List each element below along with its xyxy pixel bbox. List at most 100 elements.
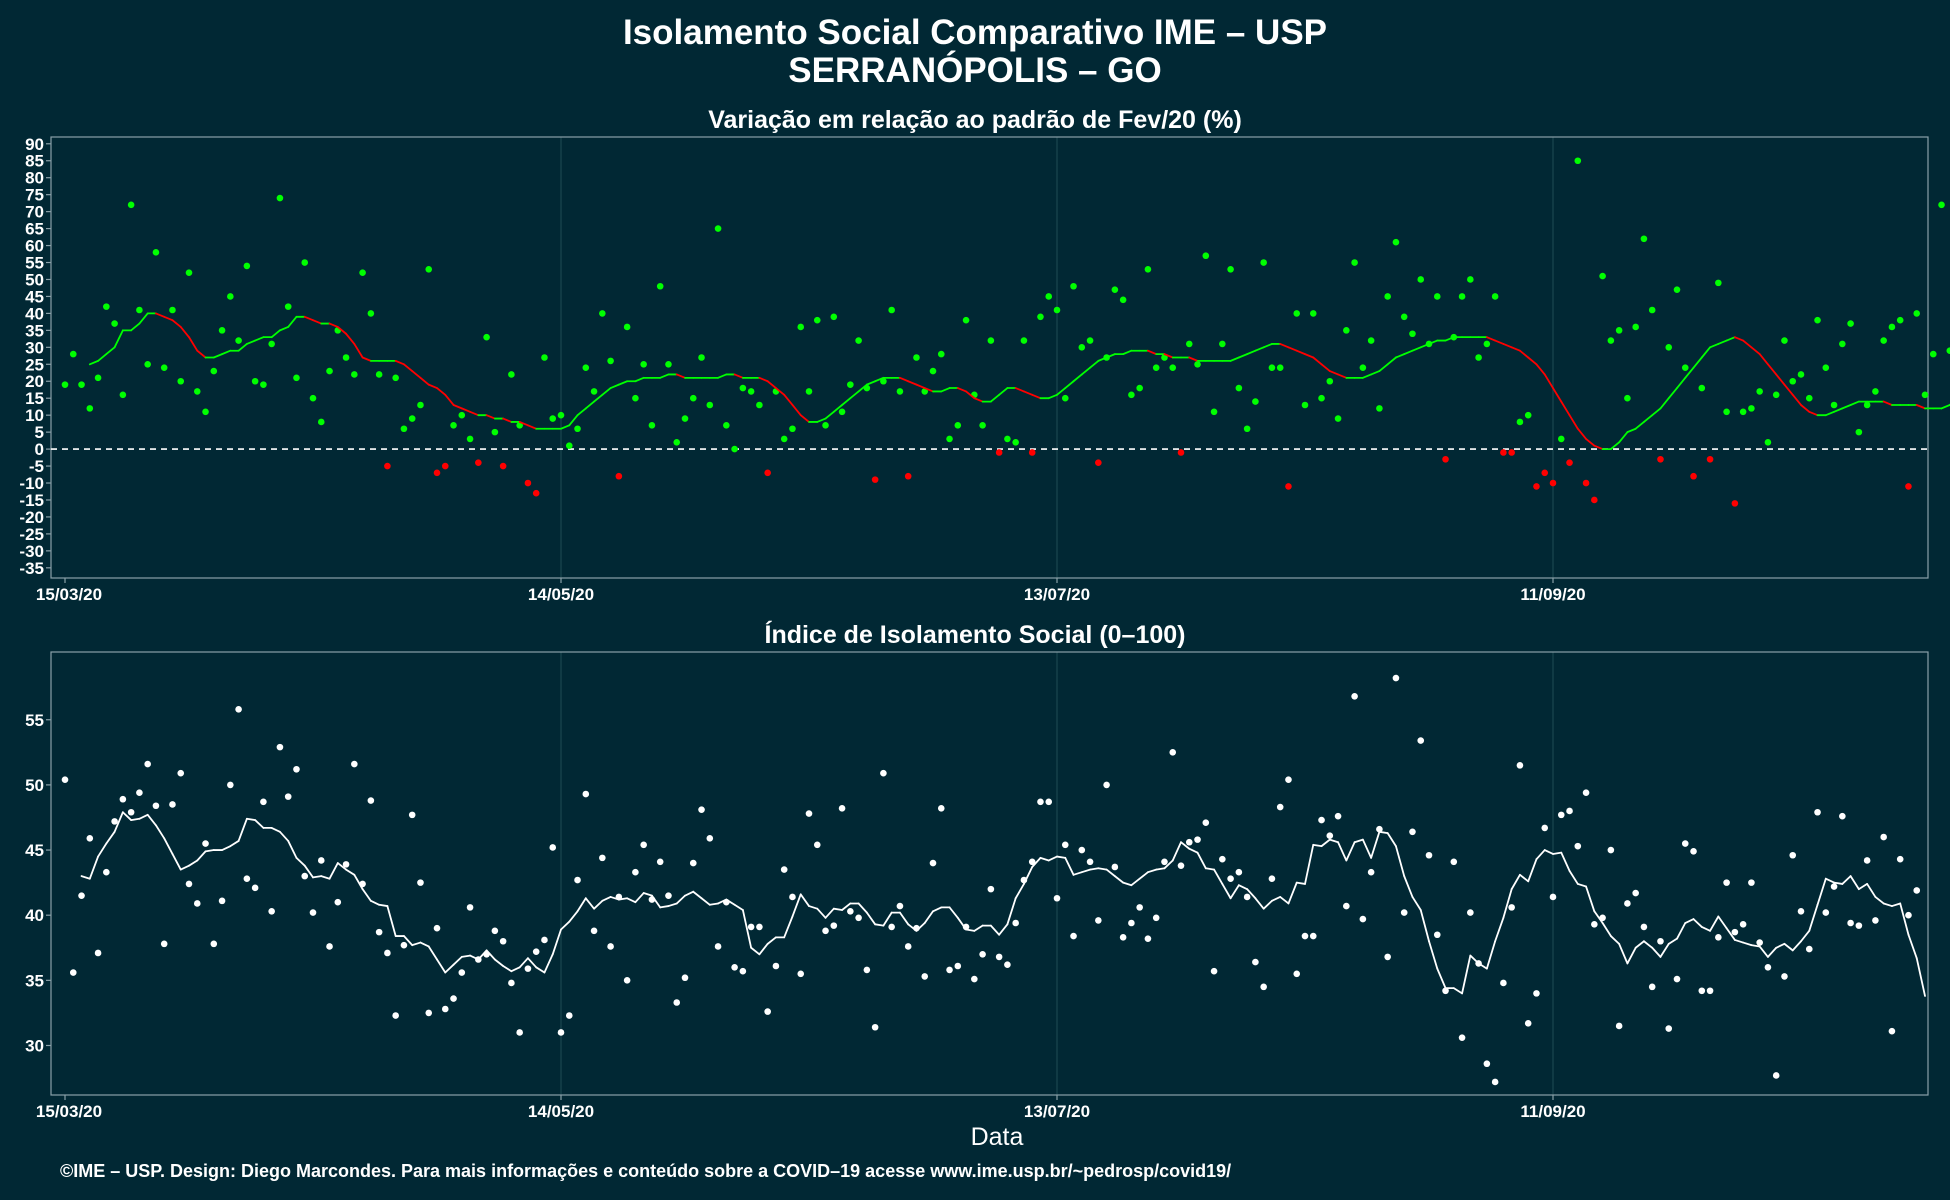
data-point [86,835,94,842]
moving-average-segment [460,407,471,413]
data-point [417,401,424,409]
data-point [714,943,722,950]
data-point [1004,435,1011,443]
data-point [1260,983,1267,991]
moving-average-segment [1419,343,1430,349]
data-point [260,381,267,388]
moving-average-segment [1469,954,1480,965]
moving-average-segment [1287,346,1298,352]
moving-average-segment [80,875,91,880]
data-point [822,422,829,429]
data-point [524,479,532,487]
data-point [590,388,598,395]
data-point [549,844,557,851]
data-point [987,885,995,893]
y-tick-label: 90 [25,135,44,154]
data-point [896,388,904,395]
data-point [375,371,383,378]
moving-average-segment [1089,359,1100,369]
moving-average-segment [733,903,744,911]
moving-average-segment [138,312,149,325]
data-point [921,388,929,395]
moving-average-segment [973,397,984,403]
moving-average-segment [1866,883,1877,898]
moving-average-segment [204,849,215,853]
moving-average-segment [675,894,686,905]
moving-average-segment [1378,830,1389,835]
data-point [69,350,77,358]
data-point [1351,693,1358,700]
data-point [326,367,333,375]
data-point [136,306,143,314]
data-point [1417,737,1425,744]
data-point [317,418,325,426]
moving-average-segment [411,941,422,947]
footer-credit: ©IME – USP. Design: Diego Marcondes. Par… [60,1161,1231,1181]
moving-average-segment [584,897,595,910]
moving-average-segment [1767,946,1778,958]
data-point [896,902,904,910]
data-point [218,327,226,334]
data-point [904,943,912,950]
data-point [400,941,408,949]
moving-average-segment [932,906,943,913]
data-point [127,808,135,816]
x-tick-label: 14/05/20 [528,1102,594,1121]
data-point [499,937,507,945]
data-point [119,391,127,399]
data-point [1681,840,1689,847]
data-point [615,472,623,480]
data-point [1921,391,1929,399]
moving-average-segment [361,888,372,902]
y-tick-label: 65 [25,220,44,239]
moving-average-segment [1543,373,1554,389]
moving-average-segment [989,924,1001,936]
moving-average-segment [560,424,571,430]
data-point [1723,408,1730,416]
moving-average-segment [1634,940,1645,949]
moving-average-segment [1609,441,1621,450]
data-point [408,415,416,422]
data-point [1549,893,1557,901]
data-point [1095,459,1102,466]
moving-average-segment [791,893,802,918]
moving-average-segment [1072,373,1083,383]
panel2-plot: 55 50 45 40 35 30 15/03/20 14/05/20 13/07/20 11/0… [25,651,1929,1121]
data-point [276,743,284,751]
moving-average-segment [1105,353,1116,359]
data-point [838,408,846,416]
data-point [144,360,151,368]
moving-average-segment [1626,427,1637,434]
data-point [425,1009,433,1017]
data-point [888,923,895,931]
data-point [665,360,672,368]
data-point [1458,1034,1466,1041]
data-point [946,966,953,974]
moving-average-segment [411,370,422,379]
data-point [78,892,85,899]
moving-average-segment [452,404,463,410]
moving-average-segment [113,329,124,349]
moving-average-segment [1783,942,1794,952]
data-point [69,969,77,976]
moving-average-segment [1428,940,1439,970]
data-point [1061,394,1069,402]
moving-average-segment [1783,383,1794,396]
y-tick-label: -10 [19,474,44,493]
moving-average-segment [1800,929,1811,943]
moving-average-segment [303,864,314,879]
moving-average-segment [527,957,538,969]
moving-average-segment [1386,832,1397,848]
moving-average-segment [1576,427,1587,440]
moving-average-segment [1403,349,1414,356]
data-point [1144,935,1152,942]
moving-average-segment [1725,336,1736,342]
moving-average-segment [1279,343,1290,349]
data-point [309,394,317,402]
data-point [1268,364,1276,371]
data-point [855,914,862,922]
data-point [86,405,94,412]
moving-average-segment [1113,875,1125,884]
y-tick-label: -25 [19,525,44,544]
data-point [1706,987,1714,995]
